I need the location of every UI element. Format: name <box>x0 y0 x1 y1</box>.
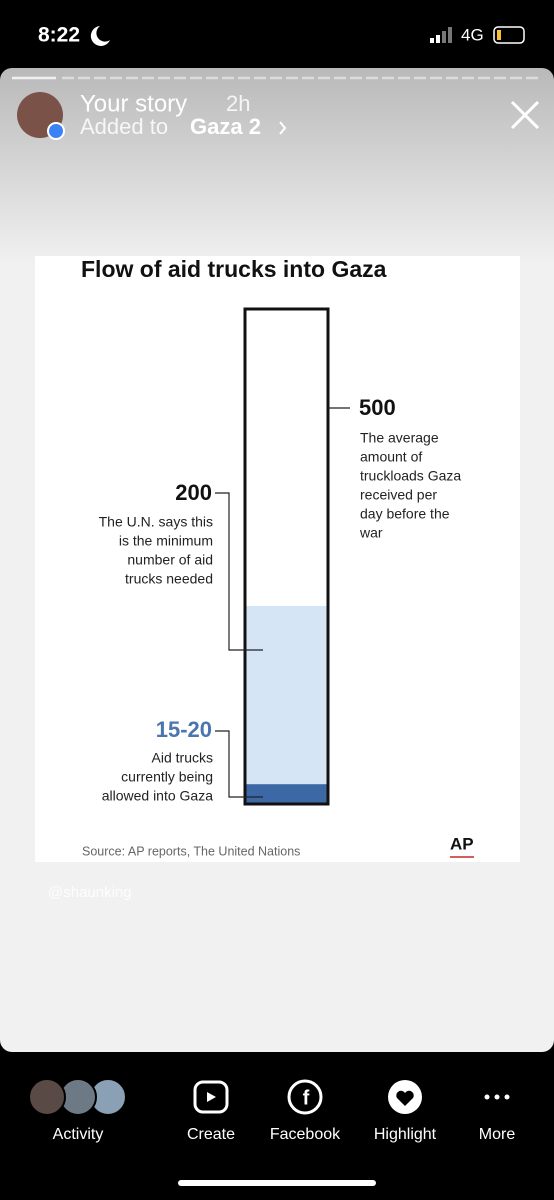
bottom-labels: Activity Create Facebook Highlight More <box>53 1126 516 1143</box>
clock: 8:22 <box>38 24 80 47</box>
value-label: 500 <box>359 395 396 420</box>
more-icon[interactable] <box>484 1094 510 1100</box>
annotation-line: truckloads Gaza <box>360 468 461 484</box>
battery <box>493 26 525 44</box>
added-to: Added to <box>80 114 168 139</box>
annotation-line: received per <box>360 487 437 503</box>
close-button[interactable] <box>510 100 540 130</box>
current-fill <box>245 784 328 804</box>
signal-icon <box>430 27 452 43</box>
battery-level <box>497 30 501 40</box>
viewer-avatar[interactable] <box>28 1078 66 1116</box>
story-age: 2h <box>226 91 250 116</box>
annotation-line: number of aid <box>127 552 213 568</box>
home-indicator <box>178 1180 376 1186</box>
bottom-action-label[interactable]: Highlight <box>374 1126 437 1143</box>
chart: 500 The average amount of truckloads Gaza re… <box>99 307 461 806</box>
source: Source: AP reports, The United Nations <box>82 844 300 858</box>
leader-line <box>215 730 263 798</box>
annotation-line: war <box>359 525 383 541</box>
value-label: 200 <box>175 480 212 505</box>
pre-war-outline <box>243 307 330 806</box>
bottom-action-label[interactable]: Facebook <box>270 1126 341 1143</box>
annotation-line: trucks needed <box>125 571 213 587</box>
facebook-icon[interactable] <box>287 1079 323 1115</box>
facebook-glyph: f <box>303 1087 310 1109</box>
bottom-action-label[interactable]: Create <box>187 1126 235 1143</box>
story-title[interactable]: Your story <box>80 90 187 117</box>
annotation-line: day before the <box>360 506 450 522</box>
logo: AP <box>450 834 474 853</box>
create-play <box>207 1092 216 1102</box>
chart-title: Flow of aid trucks into Gaza <box>81 256 387 282</box>
heart <box>396 1090 414 1106</box>
target-fill <box>245 606 328 804</box>
chevron <box>279 121 287 135</box>
leader-line <box>215 492 263 651</box>
annotation-line: The U.N. says this <box>99 514 213 530</box>
watermark: @shaunking <box>48 884 132 901</box>
annotation-line: allowed into Gaza <box>102 788 214 804</box>
annotation-line: is the minimum <box>119 533 213 549</box>
network: 4G <box>461 25 484 44</box>
highlight-link[interactable]: Gaza 2 <box>190 114 261 139</box>
bottom-action-label[interactable]: More <box>479 1126 516 1143</box>
annotation-line: The average <box>360 430 439 446</box>
bottom-action-label[interactable]: Activity <box>53 1126 104 1143</box>
add-badge[interactable] <box>47 122 65 140</box>
moon-icon <box>90 26 110 46</box>
annotation-line: currently being <box>121 769 213 785</box>
annotation-line: amount of <box>360 449 422 465</box>
create-icon[interactable] <box>193 1080 229 1114</box>
value-label: 15-20 <box>156 717 212 742</box>
annotation-line: Aid trucks <box>152 750 213 766</box>
